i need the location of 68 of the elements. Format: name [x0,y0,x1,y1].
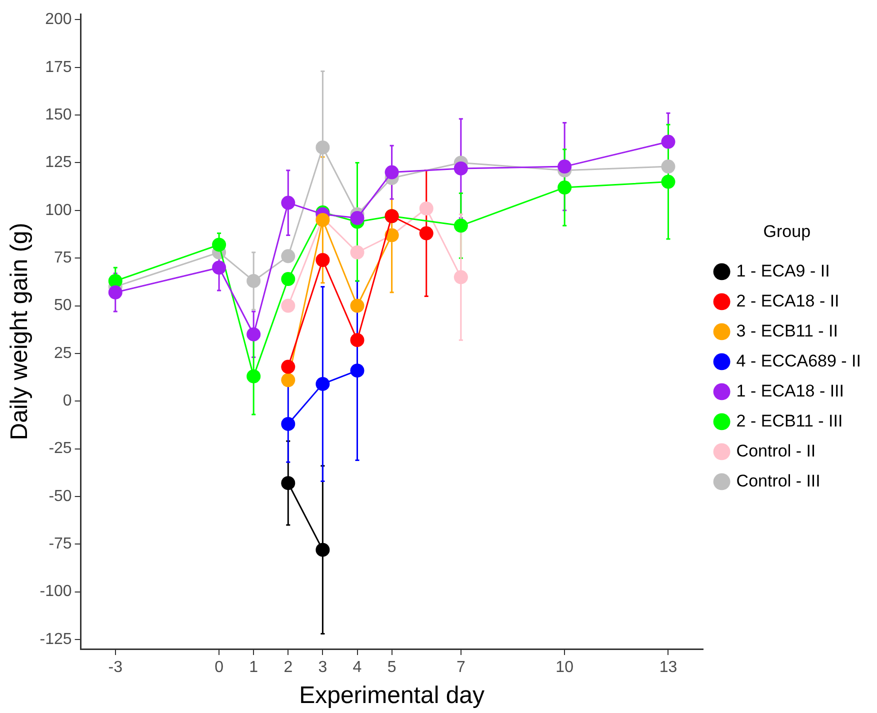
point [350,245,364,260]
y-tick-label: 50 [54,297,72,314]
point [246,369,261,384]
x-tick-label: 10 [556,659,574,676]
legend-label: 1 - ECA9 - II [736,261,830,280]
point [350,364,364,378]
point [281,196,296,210]
point [384,165,399,180]
y-tick-label: -50 [48,488,72,505]
y-tick-label: 100 [45,202,72,219]
y-tick-label: 150 [45,106,72,124]
point [454,218,468,233]
point [316,252,330,267]
point [212,238,226,252]
point [246,327,261,342]
x-tick-label: 2 [284,659,293,676]
point [316,376,330,391]
point [281,476,296,490]
legend-label: 1 - ECA18 - III [736,381,844,400]
y-tick-label: 125 [45,154,72,172]
point [281,249,296,264]
y-tick-label: 25 [54,344,72,362]
legend-label: Control - III [736,471,820,490]
point [419,202,434,216]
legend-title: Group [763,222,811,241]
y-tick-label: -100 [40,583,72,600]
point [350,333,364,348]
point [316,542,330,557]
point [281,373,296,388]
point [316,140,330,154]
x-tick-label: 3 [318,659,328,676]
point [281,298,296,313]
point [350,211,364,226]
legend-label: Control - II [736,441,816,460]
point [558,160,572,174]
x-tick-label: 4 [352,659,362,676]
x-tick-label: -3 [108,659,123,676]
y-tick-label: 200 [45,11,72,28]
point [454,270,468,284]
point [281,360,296,374]
point [454,161,468,176]
point [281,272,296,286]
legend-label: 2 - ECA18 - II [736,291,840,310]
point [661,174,676,189]
legend-label: 2 - ECB11 - III [736,411,843,430]
point [281,416,296,431]
x-tick-label: 7 [456,659,466,676]
point [558,180,572,195]
x-tick-label: 0 [214,659,224,676]
point [661,160,676,174]
legend-label: 3 - ECB11 - II [736,321,838,340]
x-tick-label: 5 [387,659,396,676]
y-tick-label: -125 [40,630,72,648]
x-tick-label: 1 [249,659,258,676]
x-axis-title: Experimental day [299,682,485,710]
y-tick-label: 175 [45,58,72,76]
y-tick-label: -75 [48,536,72,553]
legend-label: 4 - ECCA689 - II [736,351,862,370]
point [419,226,434,240]
point [661,134,676,149]
y-tick-label: 0 [62,392,72,410]
point [246,274,261,288]
point [212,260,226,275]
y-tick-label: 75 [54,249,72,266]
y-tick-label: -25 [48,440,72,458]
x-tick-label: 13 [659,659,678,676]
y-axis-title: Daily weight gain (g) [6,222,34,440]
point [350,298,364,313]
